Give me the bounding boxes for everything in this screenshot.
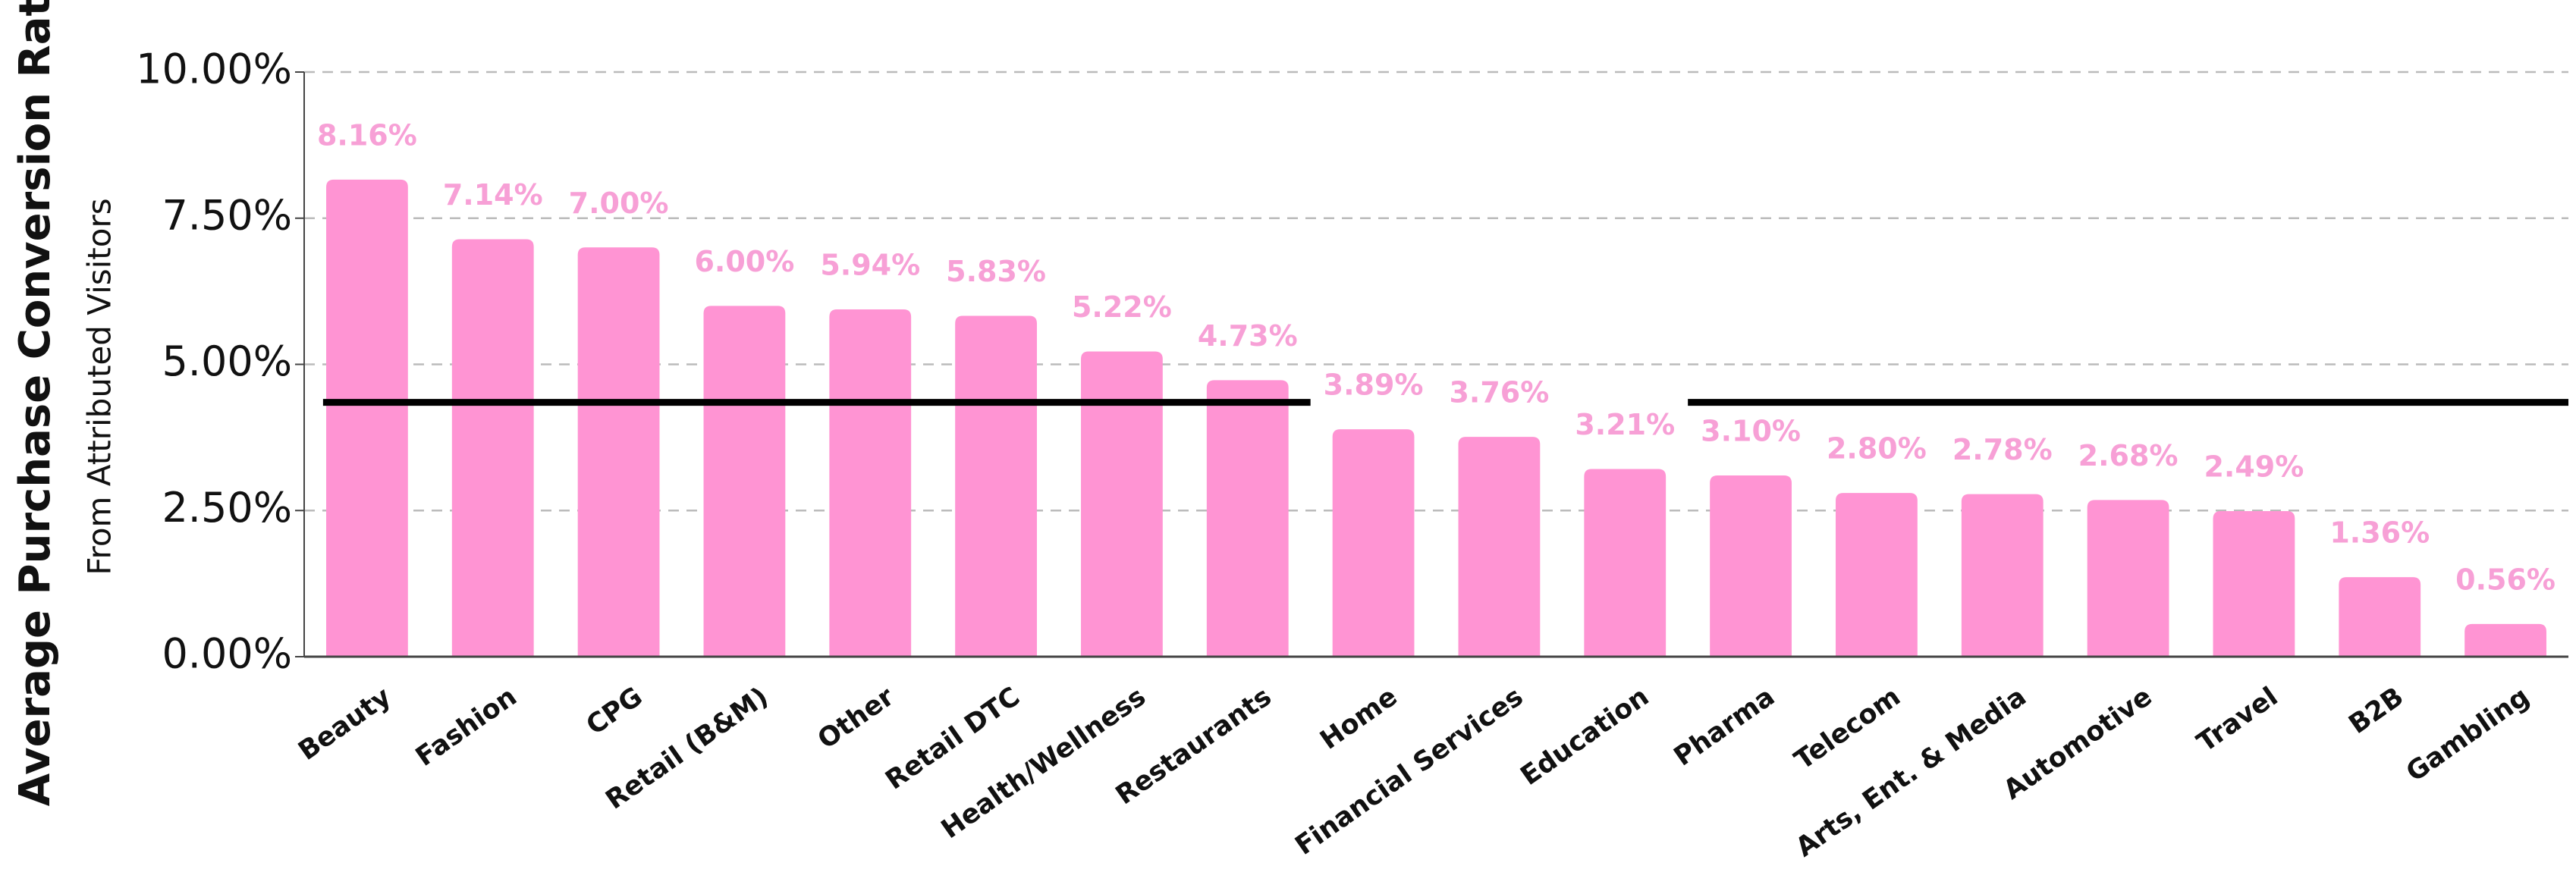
value-label: 3.10% — [1701, 414, 1801, 447]
value-label: 0.56% — [2455, 563, 2556, 596]
value-label: 2.49% — [2204, 450, 2304, 484]
bar — [955, 315, 1037, 657]
bar — [1584, 469, 1667, 657]
y-axis-subtitle: From Attributed Visitors — [81, 198, 118, 575]
y-tick-label: 5.00% — [162, 337, 292, 385]
value-label: 7.14% — [443, 178, 543, 212]
x-tick-label: Home — [1315, 682, 1403, 756]
value-label: 3.89% — [1324, 369, 1424, 402]
value-label: 5.94% — [820, 249, 920, 282]
bar — [1836, 493, 1918, 657]
bar — [2464, 623, 2546, 657]
x-tick-label: Education — [1516, 682, 1654, 792]
bar — [577, 247, 660, 657]
value-label: 3.21% — [1575, 408, 1675, 441]
bar — [703, 306, 786, 657]
bar — [1961, 494, 2044, 657]
bar — [829, 309, 912, 657]
x-tick-label: Travel — [2192, 682, 2284, 758]
y-tick-label: 0.00% — [162, 630, 292, 678]
value-label: 7.00% — [569, 187, 669, 220]
value-label: 1.36% — [2329, 516, 2430, 550]
value-label: 2.80% — [1827, 432, 1927, 466]
bar — [2213, 511, 2295, 657]
bar — [1332, 429, 1415, 657]
y-tick-label: 7.50% — [162, 191, 292, 239]
bar — [326, 179, 408, 657]
bar — [1206, 380, 1289, 657]
x-tick-label: Beauty — [293, 682, 397, 767]
x-tick-label: CPG — [581, 682, 649, 742]
bar — [451, 239, 534, 657]
bar — [2339, 577, 2421, 657]
value-label: 2.68% — [2078, 439, 2179, 472]
value-label: 5.22% — [1072, 290, 1172, 324]
x-tick-label: Health/Wellness — [936, 682, 1151, 845]
x-tick-label: Gambling — [2401, 682, 2535, 789]
value-label: 6.00% — [694, 245, 794, 278]
y-tick-label: 10.00% — [136, 45, 292, 93]
x-tick-label: Pharma — [1669, 682, 1780, 773]
x-tick-label: B2B — [2344, 682, 2410, 740]
value-label: 3.76% — [1449, 376, 1549, 409]
bar — [1710, 475, 1792, 657]
x-tick-label: Arts, Ent. & Media — [1791, 682, 2032, 863]
value-label: 2.78% — [1952, 433, 2053, 466]
bar — [1458, 437, 1541, 657]
y-tick-label: 2.50% — [162, 484, 292, 532]
y-axis-title: Average Purchase Conversion Rate — [11, 0, 60, 806]
x-tick-label: Telecom — [1789, 682, 1906, 776]
x-tick-label: Other — [812, 681, 900, 755]
x-tick-label: Financial Services — [1290, 682, 1529, 861]
value-label: 8.16% — [317, 118, 417, 152]
value-label: 5.83% — [946, 255, 1046, 288]
x-tick-label: Fashion — [410, 682, 523, 773]
value-label: 4.73% — [1198, 319, 1298, 353]
bar — [2087, 500, 2169, 657]
bar — [1081, 351, 1163, 657]
